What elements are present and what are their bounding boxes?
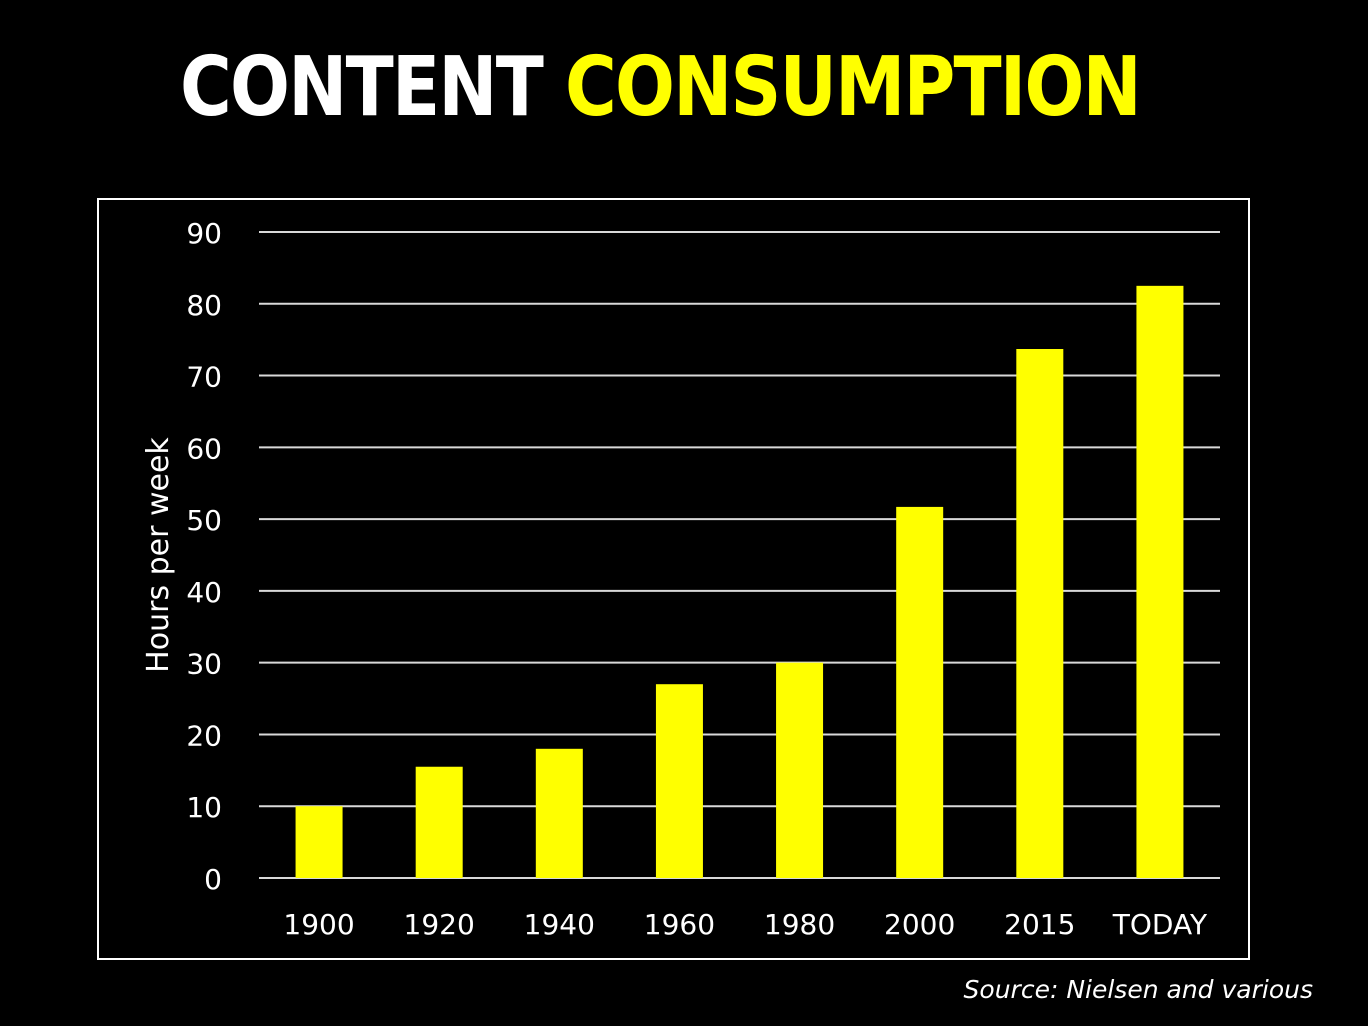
x-tick-label: 1940 <box>524 908 595 941</box>
y-tick-label: 40 <box>186 576 222 609</box>
x-tick-label: 1920 <box>404 908 475 941</box>
x-tick-label: 2015 <box>1004 908 1075 941</box>
title-part-consumption: CONSUMPTION <box>564 40 1142 135</box>
x-tick-label: TODAY <box>1112 908 1208 941</box>
y-tick-label: 80 <box>186 289 222 322</box>
y-tick-label: 10 <box>186 791 222 824</box>
bar <box>655 684 703 878</box>
y-tick-label: 90 <box>186 217 222 250</box>
y-tick-label: 30 <box>186 648 222 681</box>
x-tick-label: 1900 <box>283 908 354 941</box>
bar <box>415 766 463 878</box>
bar <box>295 806 343 878</box>
x-tick-label: 2000 <box>884 908 955 941</box>
bar <box>1016 348 1064 878</box>
bar <box>1136 285 1184 878</box>
x-tick-label: 1960 <box>644 908 715 941</box>
chart-title: CONTENT CONSUMPTION <box>92 38 1227 138</box>
y-tick-label: 0 <box>204 863 222 896</box>
bar <box>896 506 944 878</box>
y-tick-label: 70 <box>186 361 222 394</box>
title-part-content: CONTENT <box>180 40 544 135</box>
source-note: Source: Nielsen and various <box>963 975 1313 1004</box>
chart-frame <box>97 198 1250 960</box>
y-tick-label: 60 <box>186 432 222 465</box>
bar <box>535 748 583 878</box>
bar <box>776 662 824 878</box>
y-tick-label: 20 <box>186 719 222 752</box>
y-tick-label: 50 <box>186 504 222 537</box>
y-axis-label: Hours per week <box>141 437 176 673</box>
x-tick-label: 1980 <box>764 908 835 941</box>
